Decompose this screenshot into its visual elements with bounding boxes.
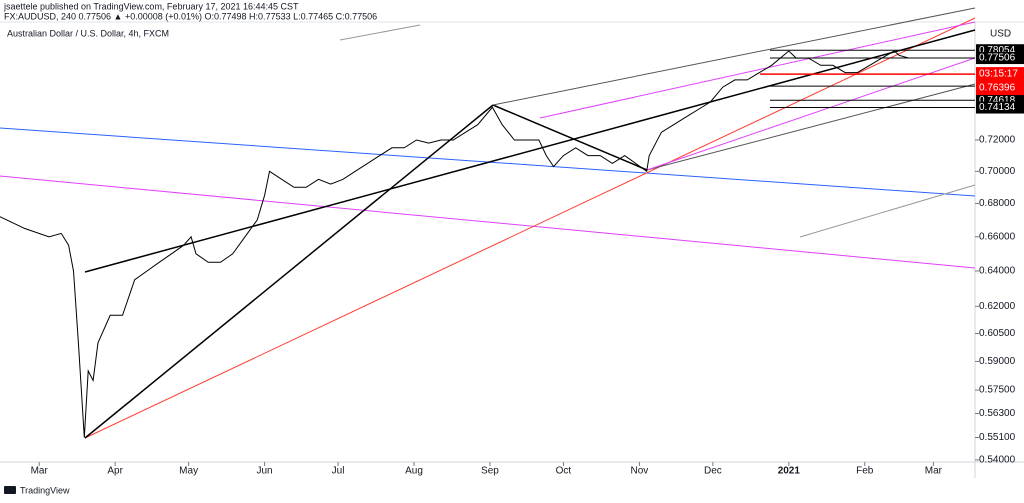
y-tick-label: 0.66000 xyxy=(979,231,1016,242)
brand: TradingView xyxy=(20,485,70,495)
x-tick-label: Sep xyxy=(481,466,499,477)
trend-line xyxy=(84,29,976,273)
x-tick-label: Nov xyxy=(630,466,648,477)
y-tick-label: 0.55100 xyxy=(979,432,1016,443)
channel-line xyxy=(646,57,976,171)
x-tick-label: 2021 xyxy=(778,466,801,477)
y-tick-label: 0.57500 xyxy=(979,385,1016,396)
x-tick-label: Mar xyxy=(31,466,49,477)
trend-line xyxy=(492,104,648,171)
y-unit: USD xyxy=(990,29,1011,40)
y-tick-label: 0.60500 xyxy=(979,328,1016,339)
x-tick-label: Apr xyxy=(107,466,123,477)
y-tick-label: 0.59000 xyxy=(979,356,1016,367)
price-label: 0.74618 xyxy=(979,95,1016,106)
alert-box xyxy=(976,67,1024,96)
countdown: 03:15:17 xyxy=(979,69,1018,80)
publisher: jsaettele published on TradingView.com, … xyxy=(3,1,299,11)
channel-line xyxy=(492,7,976,106)
y-tick-label: 0.72000 xyxy=(979,135,1016,146)
y-tick-label: 0.62000 xyxy=(979,301,1016,312)
y-tick-label: 0.68000 xyxy=(979,198,1016,209)
x-tick-label: Oct xyxy=(556,466,572,477)
price-label: 0.74134 xyxy=(979,102,1016,113)
ray xyxy=(799,184,976,238)
price-label-box xyxy=(976,52,1024,65)
chart-title: Australian Dollar / U.S. Dollar, 4h, FXC… xyxy=(7,28,169,38)
x-tick-label: May xyxy=(179,466,198,477)
y-tick-label: 0.70000 xyxy=(979,166,1016,177)
logo-icon xyxy=(4,486,16,494)
x-tick-label: Jun xyxy=(257,466,273,477)
price-label-box xyxy=(976,101,1024,114)
trend-line xyxy=(84,104,494,439)
x-tick-label: Aug xyxy=(405,466,423,477)
y-tick-label: 0.64000 xyxy=(979,266,1016,277)
ray xyxy=(339,24,421,41)
alert-label: 0.76396 xyxy=(979,83,1016,94)
y-tick-label: 0.54000 xyxy=(979,455,1016,466)
trend-line xyxy=(0,175,976,269)
channel-line xyxy=(539,21,976,119)
price-label: 0.78054 xyxy=(979,45,1016,56)
plot: 0.72000 0.70000 0.68000 0.66000 0.64000 0.620… xyxy=(0,44,1024,477)
quote: FX:AUDUSD, 240 0.77506 ▲ +0.00008 (+0.01… xyxy=(4,11,377,21)
y-tick-label: 0.56300 xyxy=(979,408,1016,419)
channel-line xyxy=(646,83,976,171)
x-tick-label: Dec xyxy=(704,466,722,477)
x-tick-label: Jul xyxy=(332,466,345,477)
price-line xyxy=(0,50,910,438)
logo xyxy=(4,486,16,494)
trend-line xyxy=(84,17,976,439)
drawings xyxy=(0,7,976,439)
price-label: 0.77506 xyxy=(979,53,1016,64)
x-tick-label: Feb xyxy=(856,466,874,477)
x-tick-label: Mar xyxy=(925,466,943,477)
